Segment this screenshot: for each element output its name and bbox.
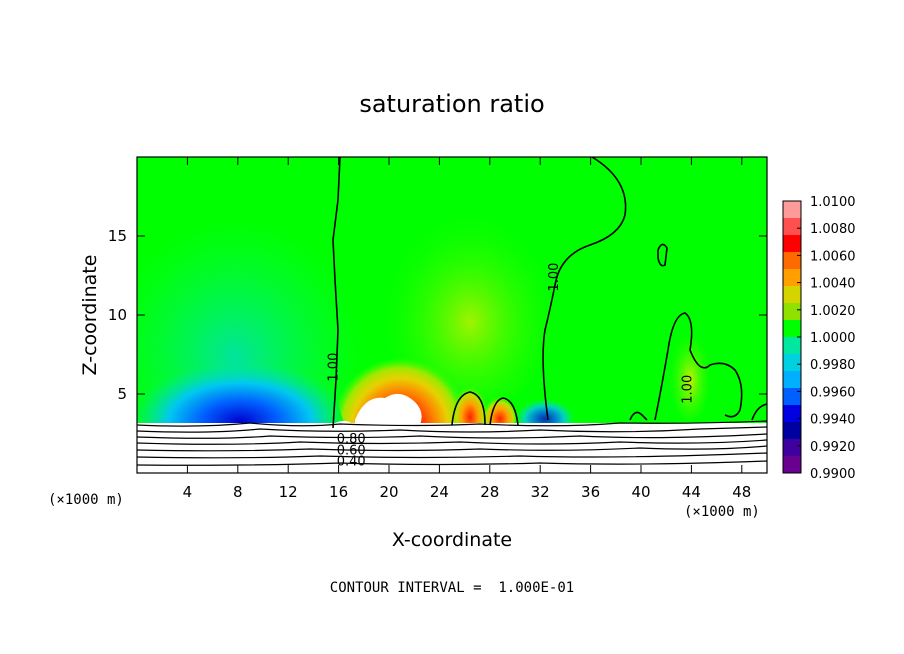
colorbar-swatch (783, 354, 801, 372)
colorbar-swatch (783, 371, 801, 389)
colorbar-swatch (783, 388, 801, 406)
colorbar-swatch (783, 269, 801, 287)
contour-label: 1.00 (326, 353, 341, 382)
colorbar-swatch (783, 235, 801, 253)
contour-label: 0.40 (337, 454, 366, 469)
contour-label-text: 1.00 (326, 353, 341, 382)
x-tick-label: 20 (379, 483, 398, 501)
plot-area (137, 157, 767, 473)
field-right-warm (668, 320, 712, 420)
colorbar-level-label: 1.0080 (810, 222, 856, 237)
x-tick-label: 12 (279, 483, 298, 501)
x-tick-label: 32 (531, 483, 550, 501)
x-tick-label: 16 (329, 483, 348, 501)
contour-interval-footnote: CONTOUR INTERVAL = 1.000E-01 (330, 580, 574, 596)
x-tick-label: 48 (732, 483, 751, 501)
x-tick-label: 8 (233, 483, 243, 501)
terrain-contours (137, 420, 767, 466)
x-tick-label: 28 (480, 483, 499, 501)
colorbar-swatch (783, 439, 801, 457)
contour-label-text: 1.00 (547, 263, 562, 292)
y-tick-labels: 5 10 15 (108, 227, 127, 403)
colorbar-level-label: 0.9960 (810, 385, 856, 400)
colorbar-swatch (783, 337, 801, 355)
contour-label-text: 0.80 (337, 432, 366, 447)
colorbar-level-label: 0.9980 (810, 358, 856, 373)
colorbar-level-label: 1.0040 (810, 277, 856, 292)
contour-label-text: 1.00 (680, 375, 695, 404)
colorbar-level-label: 1.0000 (810, 331, 856, 346)
contour-lines-1.00 (332, 157, 767, 429)
y-tick-label: 5 (117, 385, 127, 403)
axis-ticks (137, 157, 767, 473)
colorbar-level-label: 1.0100 (810, 195, 856, 210)
colorbar-swatch (783, 252, 801, 270)
y-tick-label: 15 (108, 227, 127, 245)
field-white-blob-a (355, 393, 422, 425)
x-tick-label: 24 (430, 483, 449, 501)
contour-label-text: 0.60 (337, 443, 366, 458)
x-tick-label: 40 (631, 483, 650, 501)
colorbar-level-label: 1.0060 (810, 249, 856, 264)
x-unit-label-left: (×1000 m) (48, 492, 124, 508)
chart-title: saturation ratio (359, 90, 544, 118)
colorbar-swatch (783, 422, 801, 440)
colorbar-level-label: 0.9900 (810, 467, 856, 482)
colorbar-swatch (783, 456, 801, 474)
x-tick-label: 44 (682, 483, 701, 501)
x-tick-labels: 4 8 12 16 20 24 28 32 36 40 44 48 (183, 483, 752, 501)
contour-label: 0.80 (337, 432, 366, 447)
x-tick-label: 36 (581, 483, 600, 501)
y-tick-label: 10 (108, 306, 127, 324)
colorbar-level-label: 0.9920 (810, 440, 856, 455)
x-tick-label: 4 (183, 483, 193, 501)
field-warm-1 (452, 375, 488, 435)
colorbar-swatch (783, 218, 801, 236)
y-axis-label: Z-coordinate (79, 255, 101, 376)
colorbar: 1.0100 1.0080 1.0060 1.0040 1.0020 1.0000 0.99… (782, 195, 856, 482)
colorbar-swatch (783, 286, 801, 304)
colorbar-level-label: 0.9940 (810, 413, 856, 428)
colorbar-swatch (783, 201, 801, 219)
x-axis-label: X-coordinate (392, 529, 512, 551)
contour-label: 0.60 (337, 443, 366, 458)
contour-label-text: 0.40 (337, 454, 366, 469)
contour-label: 1.00 (547, 263, 562, 292)
colorbar-swatch (783, 303, 801, 321)
x-unit-label-right: (×1000 m) (684, 504, 760, 520)
contour-labels: 1.00 1.00 1.00 0.800.600.40 (326, 263, 695, 470)
colorbar-swatch (783, 405, 801, 423)
colorbar-swatch (783, 320, 801, 338)
colorbar-level-label: 1.0020 (810, 304, 856, 319)
contour-label: 1.00 (680, 375, 695, 404)
